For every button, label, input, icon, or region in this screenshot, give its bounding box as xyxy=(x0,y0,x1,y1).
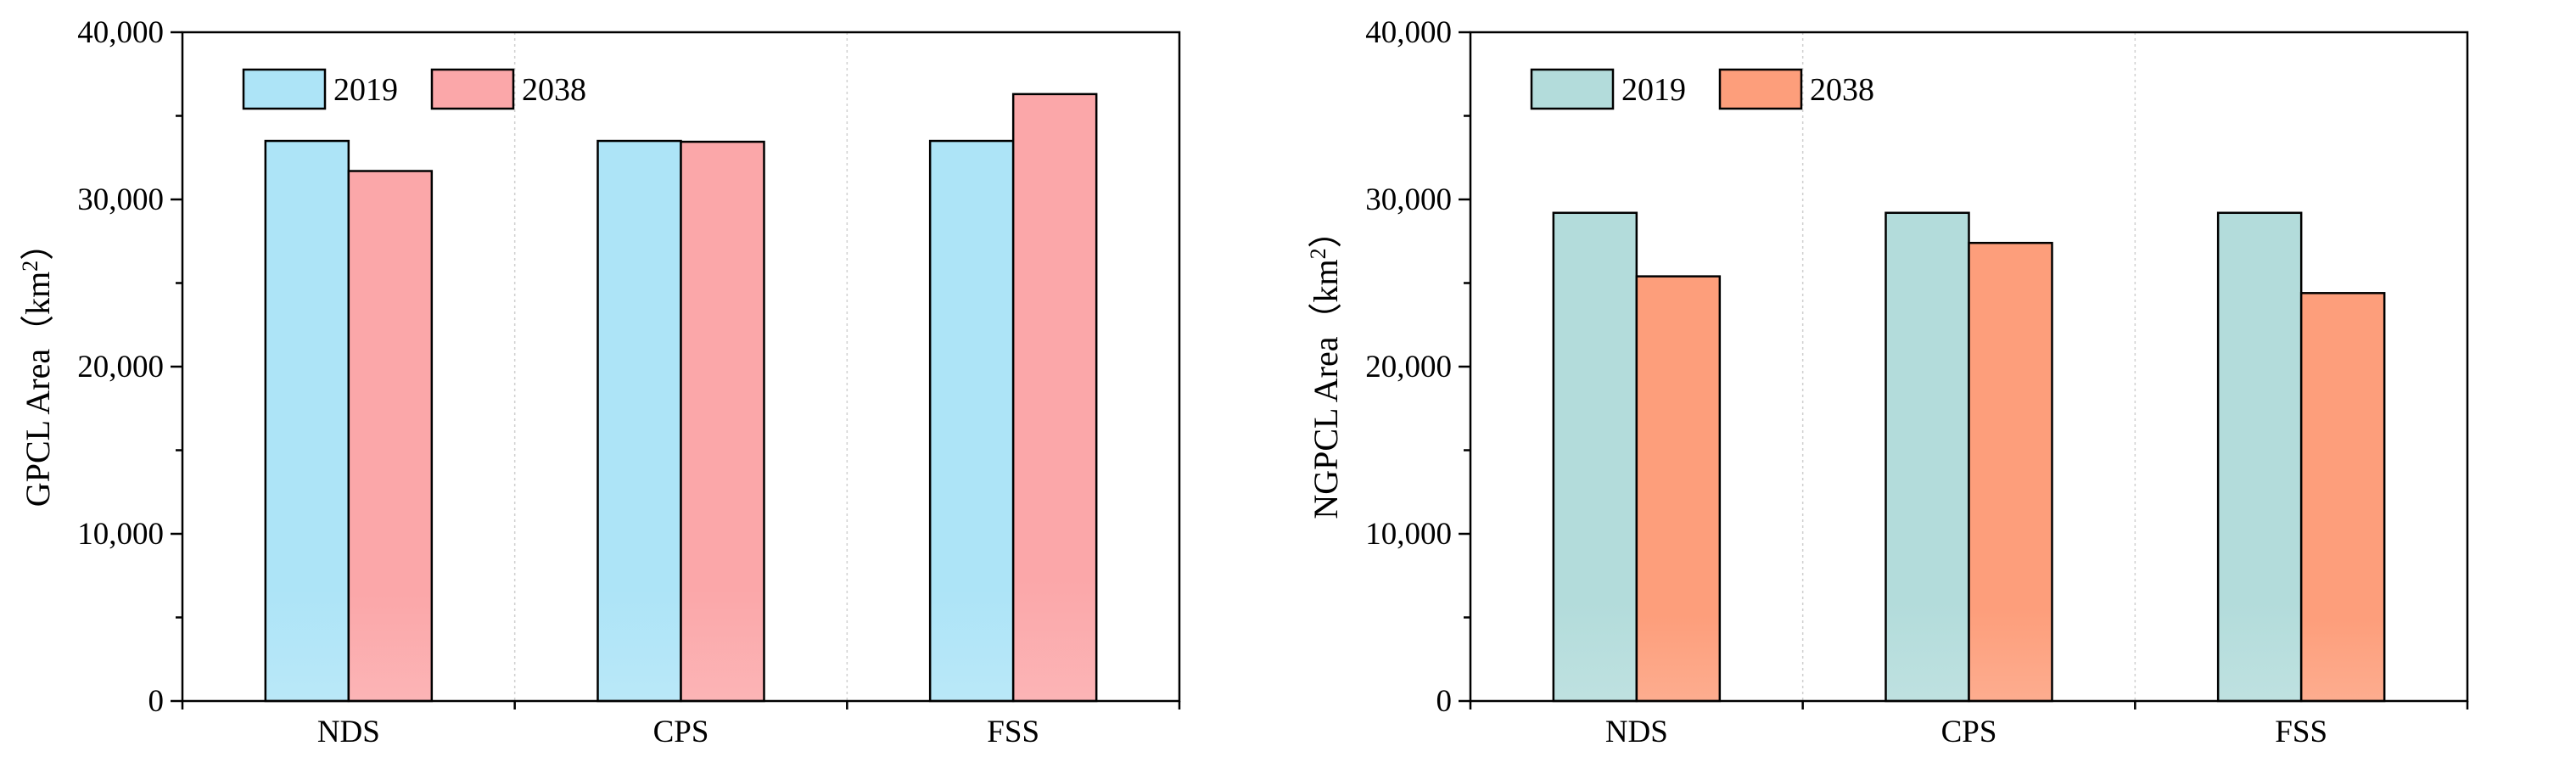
x-tick-label: CPS xyxy=(653,715,709,749)
legend-label-2038: 2038 xyxy=(522,72,586,108)
legend-swatch-2038 xyxy=(1718,68,1803,110)
y-axis-title-main: NGPCL Area（km xyxy=(1307,259,1345,519)
chart-panel-gpcl: 0 10,000 20,000 30,000 40,000 NDS CPS FSS GPCL A… xyxy=(18,15,1181,749)
bar-2038-fss xyxy=(2299,292,2386,703)
y-axis-title-main: GPCL Area（km xyxy=(19,272,57,507)
y-tick-label: 30,000 xyxy=(77,182,164,217)
bar-2038-nds xyxy=(347,170,434,703)
y-tick-label: 40,000 xyxy=(77,15,164,50)
y-tick-label: 0 xyxy=(1436,684,1453,719)
y-axis-title-sup: 2 xyxy=(18,261,42,272)
chart-panel-ngpcl: 0 10,000 20,000 30,000 40,000 NDS CPS FSS NGPCL … xyxy=(1288,0,2576,774)
x-tick-label: NDS xyxy=(1605,715,1668,749)
x-tick-label: FSS xyxy=(987,715,1039,749)
bar-2019-fss xyxy=(2216,211,2303,703)
y-tick-label: 20,000 xyxy=(1365,350,1452,384)
y-tick-label: 20,000 xyxy=(77,350,164,384)
bar-2038-nds xyxy=(1635,275,1722,703)
y-axis-title: NGPCL Area（km2） xyxy=(1306,214,1345,519)
bar-2019-nds xyxy=(1552,211,1638,703)
y-tick-label: 10,000 xyxy=(1365,517,1452,552)
bar-2019-fss xyxy=(928,139,1015,703)
bar-2019-cps xyxy=(1884,211,1970,703)
y-axis-title-sup: 2 xyxy=(1306,248,1330,259)
legend-swatch-2019 xyxy=(242,68,327,110)
y-axis-title-end: ） xyxy=(19,227,57,261)
x-tick-label: NDS xyxy=(317,715,380,749)
legend-label-2019: 2019 xyxy=(1621,72,1686,108)
bar-2019-cps xyxy=(596,139,682,703)
bar-2038-cps xyxy=(680,140,765,703)
y-axis-title-end: ） xyxy=(1307,214,1345,248)
legend: 2019 2038 xyxy=(242,68,586,110)
legend-swatch-2019 xyxy=(1530,68,1615,110)
y-tick-label: 30,000 xyxy=(1365,182,1452,217)
x-tick-label: CPS xyxy=(1941,715,1997,749)
legend-swatch-2038 xyxy=(430,68,515,110)
y-tick-label: 40,000 xyxy=(1365,15,1452,50)
bar-2038-fss xyxy=(1011,93,1098,703)
x-tick-label: FSS xyxy=(2275,715,2327,749)
ngpcl-area-chart: 0 10,000 20,000 30,000 40,000 NDS CPS FSS NGPCL … xyxy=(1306,15,2469,749)
y-axis-title: GPCL Area（km2） xyxy=(18,227,57,507)
bar-2038-cps xyxy=(1968,241,2053,703)
y-tick-label: 10,000 xyxy=(77,517,164,552)
gpcl-area-chart: 0 10,000 20,000 30,000 40,000 NDS CPS FSS GPCL A… xyxy=(18,15,1181,749)
legend: 2019 2038 xyxy=(1530,68,1874,110)
bar-2019-nds xyxy=(264,139,350,703)
legend-label-2019: 2019 xyxy=(333,72,398,108)
legend-label-2038: 2038 xyxy=(1810,72,1874,108)
y-tick-label: 0 xyxy=(148,684,165,719)
